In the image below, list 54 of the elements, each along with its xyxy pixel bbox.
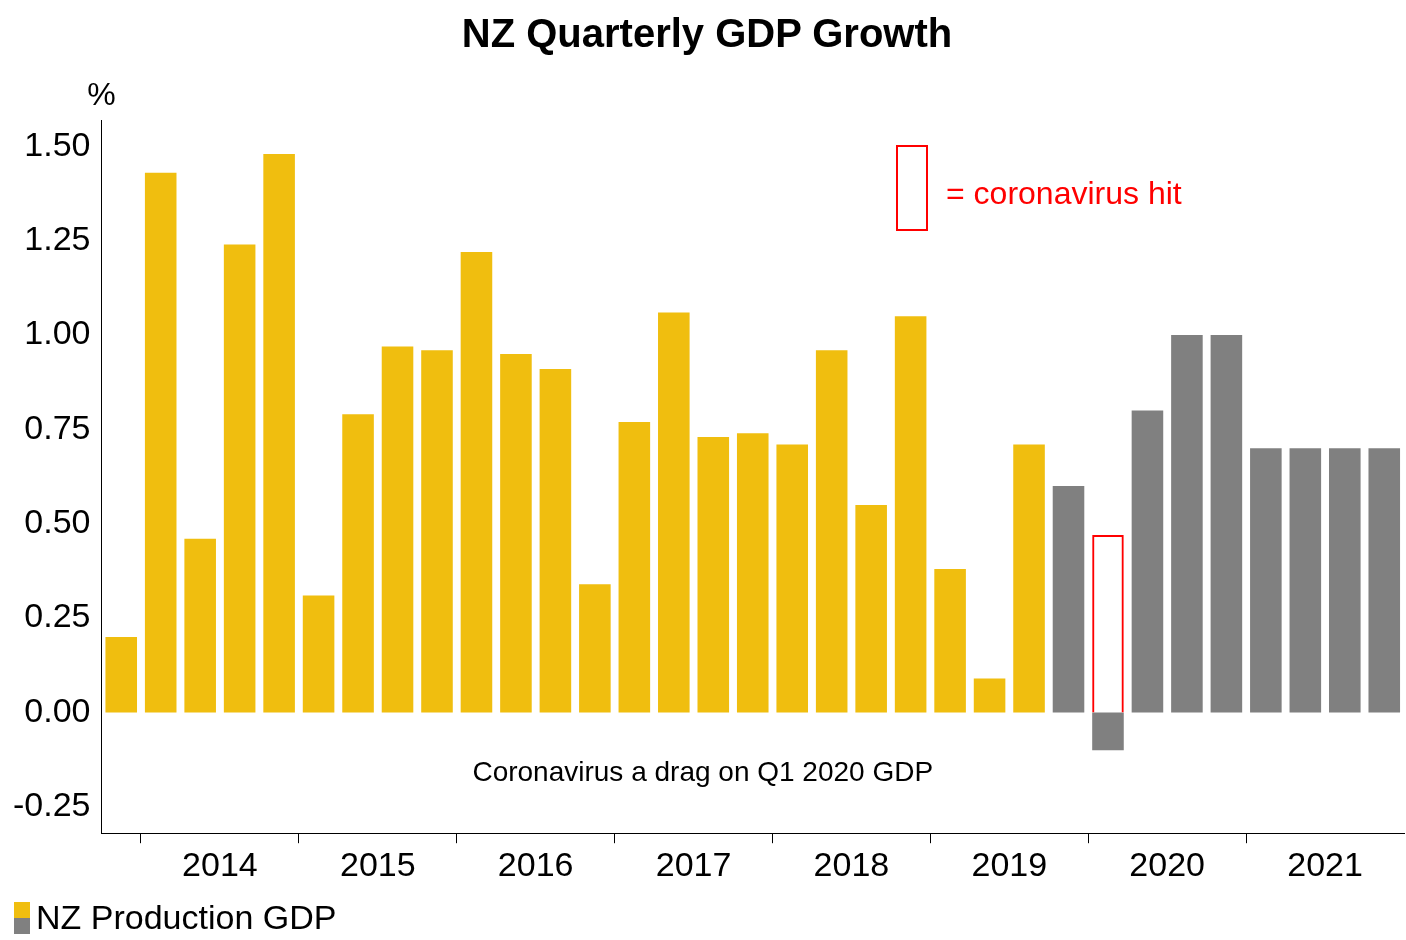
y-tick-label: 0.00 — [24, 690, 91, 729]
legend-label: NZ Production GDP — [36, 898, 337, 937]
bar — [302, 595, 335, 713]
bar — [184, 538, 216, 713]
y-tick-label: 1.50 — [24, 124, 91, 163]
y-tick-label: 0.25 — [24, 596, 91, 635]
bar — [381, 346, 414, 713]
bar — [1368, 448, 1401, 713]
x-tick-label: 2019 — [971, 844, 1048, 883]
bar — [618, 421, 651, 713]
bar — [223, 244, 256, 713]
chart-title: NZ Quarterly GDP Growth — [461, 11, 953, 56]
bar — [1250, 448, 1282, 713]
bar — [342, 414, 374, 713]
x-tick-label: 2020 — [1129, 844, 1205, 883]
bar — [105, 636, 138, 713]
bar — [973, 678, 1006, 713]
x-tick-label: 2014 — [182, 844, 258, 883]
annotation: = coronavirus hit — [946, 174, 1182, 211]
x-tick-label: 2017 — [655, 844, 732, 883]
y-tick-label: 1.25 — [24, 219, 91, 258]
bar — [934, 569, 966, 713]
bar — [500, 353, 532, 713]
bar — [894, 316, 927, 713]
bar — [815, 350, 848, 713]
bar — [1171, 335, 1203, 713]
x-tick-label: 2018 — [813, 844, 890, 883]
bar — [144, 172, 177, 713]
x-tick-label: 2016 — [497, 844, 574, 883]
bar — [855, 504, 887, 713]
bar — [736, 433, 769, 713]
bar — [1131, 410, 1164, 713]
bar — [421, 350, 453, 713]
y-tick-label: 0.75 — [24, 407, 91, 446]
bar — [1092, 712, 1124, 751]
bar — [263, 153, 295, 713]
y-tick-label: 0.50 — [24, 502, 91, 541]
bar — [1289, 448, 1322, 713]
x-tick-label: 2021 — [1287, 844, 1363, 883]
y-axis-title: % — [87, 75, 116, 112]
bar — [1013, 444, 1045, 713]
bar — [1329, 448, 1361, 713]
bar — [1210, 335, 1243, 713]
annotation: Coronavirus a drag on Q1 2020 GDP — [472, 755, 934, 787]
bar — [1052, 486, 1085, 713]
bar — [539, 369, 572, 713]
bar — [776, 444, 809, 713]
y-tick-label: -0.25 — [13, 785, 91, 824]
y-tick-label: 1.00 — [24, 313, 91, 352]
x-tick-label: 2015 — [339, 844, 416, 883]
bar — [579, 584, 611, 713]
bar — [697, 436, 730, 713]
bar — [460, 252, 493, 713]
bar — [658, 312, 690, 713]
